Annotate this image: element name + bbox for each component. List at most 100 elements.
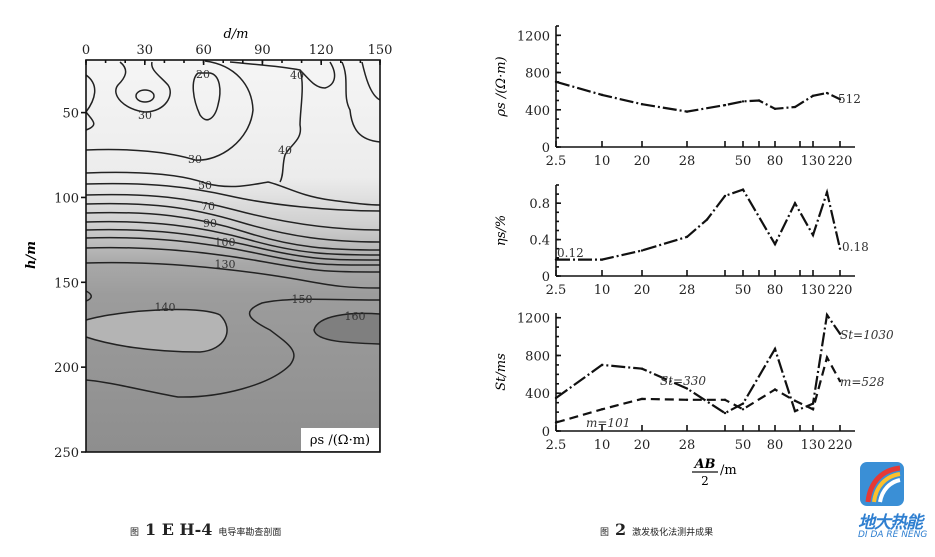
- series-line-0: [556, 188, 842, 261]
- y-tick-label: 1200: [517, 29, 550, 44]
- data-point: [640, 397, 644, 401]
- annotation: 0.18: [842, 240, 869, 254]
- data-point: [838, 247, 842, 250]
- x-tick-label: 10: [594, 438, 611, 453]
- x-tick-label: 2.5: [546, 283, 567, 298]
- data-point: [773, 107, 777, 111]
- data-point: [741, 188, 745, 191]
- legend-box: [301, 428, 379, 451]
- data-point: [705, 218, 709, 221]
- x-tick-label: 90: [254, 43, 271, 58]
- data-point: [838, 98, 842, 101]
- x-tick-label: 50: [735, 283, 752, 298]
- y-axis-label: ρs /(Ω·m): [494, 56, 509, 117]
- series-line-1: [555, 354, 841, 424]
- y-tick-label: 800: [525, 349, 550, 364]
- data-point: [554, 396, 558, 400]
- x-tick-label: 20: [634, 438, 651, 453]
- x-tick-label: 20: [634, 283, 651, 298]
- y-tick-label: 200: [54, 361, 79, 376]
- line-chart-1: 2.5 10 20 28 50 80 130 220 0 400 800 1200 ρs /(Ω·m) 5…: [494, 25, 861, 169]
- contour-label: 70: [201, 200, 215, 213]
- data-point: [723, 194, 727, 198]
- data-point: [554, 258, 558, 261]
- data-point: [773, 388, 777, 391]
- data-point: [600, 408, 604, 411]
- series-line-0: [555, 80, 841, 113]
- data-point: [600, 93, 604, 97]
- x-tick-label: 28: [679, 154, 696, 169]
- logo: 地大热能 DI DA RE NENG: [858, 462, 930, 548]
- annotation: 512: [838, 92, 861, 106]
- data-point: [825, 191, 829, 194]
- y-tick-label: 0: [542, 425, 550, 440]
- data-point: [600, 363, 604, 367]
- x-tick-label: 220: [828, 438, 853, 453]
- x-tick-label: 10: [594, 154, 611, 169]
- data-point: [793, 105, 797, 109]
- contour-labels: 20 30 30 40 40 50 70 90 100 130 140 150 …: [138, 68, 366, 323]
- x-tick-label: 50: [735, 438, 752, 453]
- data-point: [838, 379, 842, 383]
- x-tick-label: 20: [634, 154, 651, 169]
- contour-label: 40: [278, 144, 292, 157]
- data-point: [723, 398, 727, 402]
- data-point: [741, 100, 745, 103]
- contour-label: 140: [155, 301, 176, 314]
- data-point: [554, 421, 558, 424]
- annotation: 0.12: [557, 246, 584, 260]
- x-tick-label: 150: [368, 43, 393, 58]
- data-point: [741, 402, 745, 405]
- y-tick-label: 0: [542, 141, 550, 156]
- x-tick-label: 30: [137, 43, 154, 58]
- x-tick-label: 50: [735, 154, 752, 169]
- contour-label: 50: [198, 179, 212, 192]
- x-tick-label: 2.5: [546, 438, 567, 453]
- contour-label: 130: [215, 258, 236, 271]
- data-point: [825, 313, 829, 317]
- data-point: [811, 94, 815, 98]
- x-axis-label-denominator: 2: [701, 474, 709, 488]
- data-point: [773, 242, 777, 246]
- x-tick-label: 220: [828, 154, 853, 169]
- y-tick-label: 100: [54, 191, 79, 206]
- x-tick-label: 60: [195, 43, 212, 58]
- data-point: [838, 332, 842, 335]
- x-axis-label-numerator: AB: [692, 457, 715, 472]
- x-tick-label: 80: [767, 154, 784, 169]
- contour-region-160: [314, 313, 380, 344]
- data-point: [811, 402, 815, 405]
- data-point: [811, 233, 815, 237]
- data-point: [685, 387, 689, 390]
- contour-lines: [85, 60, 381, 398]
- y-tick-label: 0.4: [529, 234, 550, 249]
- y-tick-label: 0: [542, 270, 550, 285]
- contour-label: 150: [292, 293, 313, 306]
- y-axis-label: h/m: [24, 241, 39, 269]
- data-point: [825, 356, 829, 359]
- y-tick-label: 1200: [517, 312, 550, 327]
- data-point: [741, 408, 745, 411]
- annotation-m-101: m=101: [586, 416, 630, 430]
- data-point: [640, 249, 644, 252]
- data-point: [685, 110, 689, 113]
- contour-label: 30: [188, 153, 202, 166]
- y-axis-label: St/ms: [494, 353, 509, 391]
- x-tick-label: 130: [801, 154, 826, 169]
- annotation-st-330: St=330: [660, 374, 706, 388]
- series-line-0: [555, 312, 841, 415]
- contour-label: 40: [290, 69, 304, 82]
- figure-2-caption: 图 2 激发极化法测井成果: [600, 520, 714, 539]
- logo-icon: [860, 462, 904, 506]
- data-point: [793, 399, 797, 402]
- line-chart-3: 2.5 10 20 28 50 80 130 220 0 400 800 1200 St/ms St=10…: [494, 312, 894, 488]
- data-point: [600, 258, 604, 261]
- y-tick-label: 800: [525, 67, 550, 82]
- y-tick-label: 400: [525, 104, 550, 119]
- y-tick-label: 0.8: [529, 197, 550, 212]
- data-point: [757, 99, 761, 102]
- data-point: [811, 408, 815, 411]
- data-point: [640, 367, 644, 370]
- contour-label: 100: [215, 236, 236, 249]
